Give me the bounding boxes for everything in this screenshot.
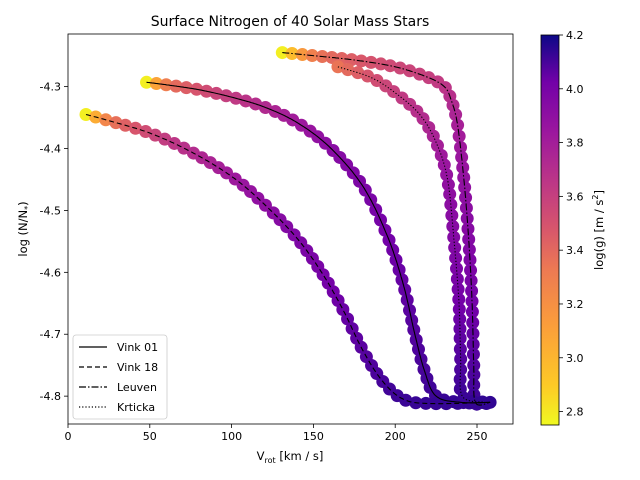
data-point <box>447 230 461 244</box>
legend-label-krticka: Krticka <box>117 401 155 414</box>
colorbar-axis: 2.8 3.0 3.2 3.4 3.6 3.8 4.0 4.2 <box>559 29 584 419</box>
data-point <box>462 232 476 246</box>
data-point <box>437 158 451 172</box>
data-point <box>462 243 476 257</box>
series-line-vink01 <box>146 81 491 404</box>
data-point <box>458 180 472 194</box>
series-markers-leuven <box>275 46 493 411</box>
series-markers-vink01 <box>140 75 490 410</box>
data-point <box>465 305 479 319</box>
x-tick-label: 250 <box>467 430 488 443</box>
series-line-leuven <box>282 52 491 406</box>
colorbar-tick-label: 3.2 <box>566 298 584 311</box>
series-line-vink18 <box>85 113 491 405</box>
y-tick-label: -4.5 <box>40 204 61 217</box>
chart-title: Surface Nitrogen of 40 Solar Mass Stars <box>151 14 430 30</box>
colorbar-tick-label: 3.6 <box>566 190 584 203</box>
data-point <box>177 141 191 155</box>
data-point <box>450 272 464 286</box>
y-tick-label: -4.7 <box>40 328 61 341</box>
data-point <box>452 129 466 143</box>
data-point <box>295 48 309 62</box>
y-axis-label: log (N/N*) <box>16 201 32 256</box>
legend-label-leuven: Leuven <box>117 381 157 394</box>
plot-area <box>79 46 497 411</box>
legend-label-vink01: Vink 01 <box>117 341 158 354</box>
colorbar-tick-label: 4.0 <box>566 83 584 96</box>
y-tick-label: -4.8 <box>40 390 61 403</box>
y-tick-label: -4.3 <box>40 81 61 94</box>
x-tick-label: 150 <box>303 430 324 443</box>
data-point <box>467 358 481 372</box>
colorbar-tick-label: 2.8 <box>566 406 584 419</box>
data-point <box>383 59 397 73</box>
colorbar-label: log(g) [m / s2] <box>591 190 606 270</box>
data-point <box>453 342 467 356</box>
x-tick-label: 0 <box>65 430 72 443</box>
data-point <box>325 50 339 64</box>
x-tick-label: 50 <box>143 430 157 443</box>
data-point <box>448 241 462 255</box>
x-tick-label: 200 <box>385 430 406 443</box>
colorbar-tick-label: 4.2 <box>566 29 584 42</box>
data-point <box>457 171 471 185</box>
x-axis: 0 50 100 150 200 250 <box>65 424 488 443</box>
x-tick-label: 100 <box>221 430 242 443</box>
data-point <box>451 282 465 296</box>
data-point <box>399 393 413 407</box>
data-point <box>445 208 459 222</box>
plot-frame <box>67 33 514 425</box>
colorbar-tick-label: 3.8 <box>566 137 584 150</box>
data-point <box>429 397 443 411</box>
x-axis-label: Vrot [km / s] <box>257 449 324 465</box>
y-tick-label: -4.4 <box>40 143 61 156</box>
y-tick-label: -4.6 <box>40 266 61 279</box>
legend-box <box>72 334 168 420</box>
legend: Vink 01 Vink 18 Leuven Krticka <box>72 334 168 420</box>
colorbar-tick-label: 3.4 <box>566 244 584 257</box>
colorbar <box>540 34 560 426</box>
data-point <box>440 168 454 182</box>
data-point <box>439 397 453 411</box>
y-axis: -4.3 -4.4 -4.5 -4.6 -4.7 -4.8 <box>40 81 68 403</box>
data-point <box>454 352 468 366</box>
data-point <box>450 262 464 276</box>
series-markers-krticka <box>331 60 489 409</box>
colorbar-tick-label: 3.0 <box>566 352 584 365</box>
data-point <box>451 118 465 132</box>
data-point <box>345 53 359 67</box>
legend-label-vink18: Vink 18 <box>117 361 158 374</box>
